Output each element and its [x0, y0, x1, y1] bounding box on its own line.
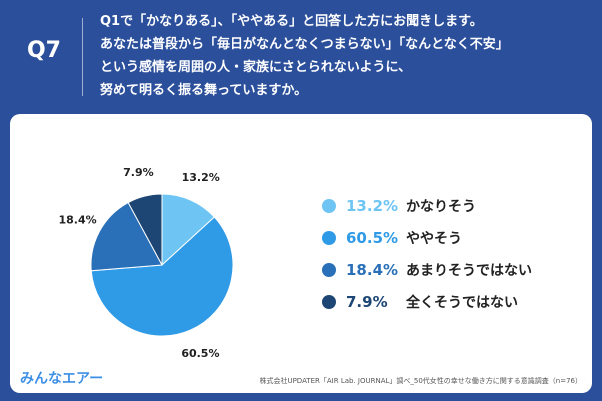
question-line-3: という感情を周囲の人・家族にさとられないように、 [100, 60, 412, 75]
question-header: Q7 Q1で「かなりある」、「ややある」と回答した方にお聞きします。 あなたは普… [0, 0, 602, 112]
chart-card: 13.2% 60.5% 18.4% 7.9% 13.2% かなりそう 60.5% やや… [10, 114, 592, 393]
legend-percent: 7.9% [346, 293, 388, 311]
pie-data-label: 18.4% [58, 213, 96, 226]
legend-label: あまりそうではない [406, 263, 532, 279]
question-line-2: あなたは普段から「毎日がなんとなくつまらない」「なんとなく不安」 [100, 37, 509, 52]
pie-slice [90, 216, 234, 337]
chart-legend: 13.2% かなりそう 60.5% ややそう 18.4% あまりそうではない 7… [322, 190, 532, 318]
legend-item: 60.5% ややそう [322, 222, 532, 254]
pie-slice [90, 201, 163, 272]
legend-label: ややそう [406, 231, 462, 247]
question-line-4: 努めて明るく振る舞っていますか。 [100, 83, 308, 98]
brand-logo: みんなエアー [20, 371, 104, 387]
legend-item: 18.4% あまりそうではない [322, 254, 532, 286]
source-note: 株式会社UPDATER「AIR Lab. JOURNAL」調べ_50代女性の幸せ… [259, 377, 582, 385]
legend-item: 13.2% かなりそう [322, 190, 532, 222]
legend-swatch [322, 199, 336, 213]
pie-slice [161, 193, 216, 267]
legend-swatch [322, 231, 336, 245]
legend-item: 7.9% 全くそうではない [322, 286, 532, 318]
legend-swatch [322, 263, 336, 277]
pie-data-label: 13.2% [182, 171, 220, 184]
pie-data-label: 7.9% [123, 166, 154, 179]
question-text: Q1で「かなりある」、「ややある」と回答した方にお聞きします。 あなたは普段から… [100, 10, 590, 102]
legend-percent: 18.4% [346, 261, 399, 279]
pie-slice [127, 193, 163, 266]
question-line-1: Q1で「かなりある」、「ややある」と回答した方にお聞きします。 [100, 14, 483, 29]
legend-label: 全くそうではない [406, 295, 518, 311]
legend-label: かなりそう [406, 199, 476, 215]
legend-swatch [322, 295, 336, 309]
pie-data-label: 60.5% [181, 347, 219, 360]
legend-percent: 13.2% [346, 197, 399, 215]
legend-percent: 60.5% [346, 229, 399, 247]
question-number: Q7 [26, 38, 61, 63]
header-divider [82, 18, 83, 96]
pie-chart: 13.2% 60.5% 18.4% 7.9% [58, 166, 234, 360]
